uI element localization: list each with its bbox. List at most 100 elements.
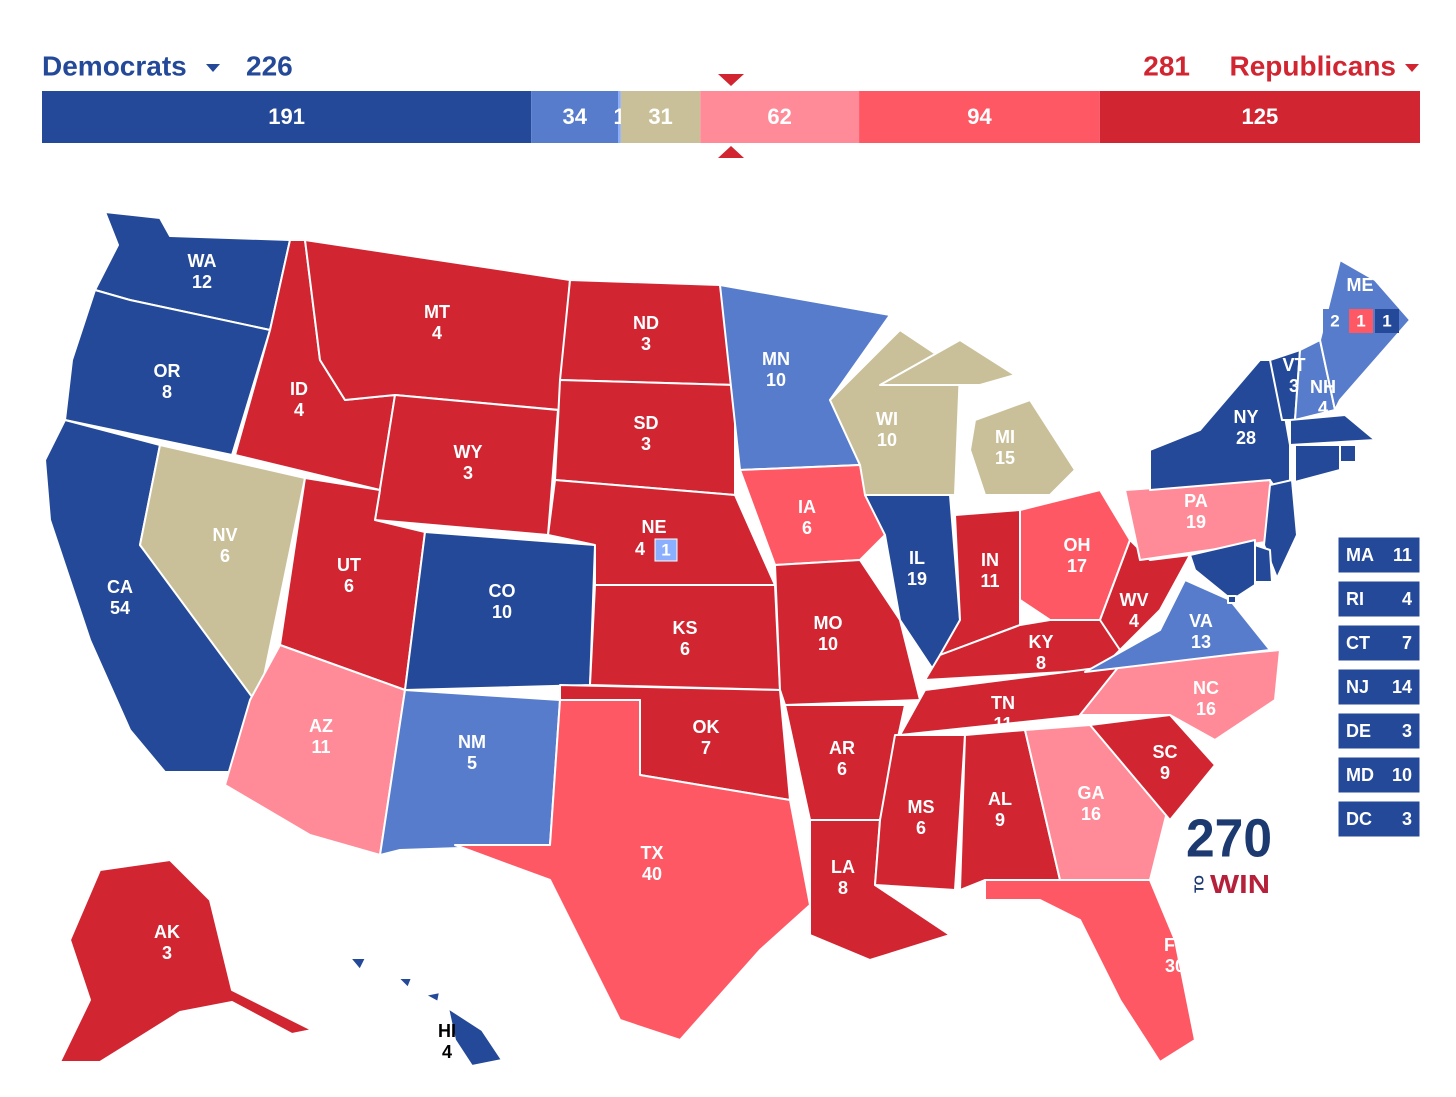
state-votes: 6 (344, 576, 354, 596)
bar-segment (531, 91, 619, 143)
state-votes: 19 (1186, 512, 1206, 532)
state-abbr: KY (1028, 632, 1053, 652)
state[interactable] (349, 957, 367, 971)
state-abbr: OH (1064, 535, 1091, 555)
bar-segment-label: 94 (967, 104, 992, 129)
small-state-box[interactable] (1337, 712, 1421, 750)
state-abbr: HI (438, 1021, 456, 1041)
small-state-abbr: MD (1346, 765, 1374, 785)
small-state-abbr: RI (1346, 589, 1364, 609)
state[interactable] (1189, 539, 1256, 601)
dropdown-caret[interactable] (1405, 64, 1419, 72)
state-votes: 8 (1036, 653, 1046, 673)
district-box (1323, 309, 1347, 333)
state[interactable] (447, 1007, 503, 1067)
district-votes: 1 (1356, 311, 1365, 330)
republicans-total: 281 (1143, 50, 1190, 81)
state-votes: 8 (162, 382, 172, 402)
state-abbr: AL (988, 789, 1012, 809)
democrats-total: 226 (246, 50, 293, 81)
district-box (654, 538, 678, 562)
small-state-box[interactable] (1337, 668, 1421, 706)
state[interactable] (969, 399, 1076, 496)
state-abbr: VT (1282, 355, 1305, 375)
state-abbr: WI (876, 409, 898, 429)
small-state-votes: 10 (1392, 765, 1412, 785)
state-votes: 9 (1160, 763, 1170, 783)
state-abbr: TN (991, 693, 1015, 713)
small-state-box[interactable] (1337, 580, 1421, 618)
state[interactable] (1084, 579, 1271, 673)
state-abbr: OK (693, 717, 720, 737)
state-votes: 4 (294, 400, 304, 420)
state-votes: 4 (1129, 611, 1139, 631)
state-votes: 3 (1289, 376, 1299, 396)
small-state-boxes: MA 11 RI 4 CT 7 NJ 14 DE 3 MD 10 DC 3 (1337, 536, 1421, 838)
state[interactable] (454, 699, 811, 1041)
state[interactable] (64, 289, 271, 456)
small-state-box[interactable] (1337, 756, 1421, 794)
democrats-label[interactable]: Democrats (42, 50, 187, 81)
state[interactable] (1339, 444, 1357, 463)
state[interactable] (1024, 724, 1171, 881)
state[interactable] (59, 859, 313, 1063)
state-abbr: FL (1164, 935, 1186, 955)
state-abbr: OR (154, 361, 181, 381)
state-abbr: MS (908, 797, 935, 817)
state-votes: 15 (995, 448, 1015, 468)
state[interactable] (1294, 444, 1341, 483)
small-state-votes: 7 (1402, 633, 1412, 653)
state-votes: 8 (838, 878, 848, 898)
majority-marker (718, 146, 744, 158)
republicans-label[interactable]: Republicans (1230, 50, 1396, 81)
logo-win: WIN (1210, 869, 1270, 899)
small-state-box[interactable] (1337, 536, 1421, 574)
state[interactable] (874, 734, 966, 891)
state-votes: 4 (432, 323, 442, 343)
bar-segment (618, 91, 621, 143)
small-state-box[interactable] (1337, 800, 1421, 838)
state-votes: 10 (766, 370, 786, 390)
state-abbr: MN (762, 349, 790, 369)
state-abbr: AZ (309, 716, 333, 736)
state-abbr: NH (1310, 377, 1336, 397)
state[interactable] (1263, 479, 1298, 579)
small-state-abbr: DC (1346, 809, 1372, 829)
small-state-votes: 3 (1402, 721, 1412, 741)
bar-segment-label: 34 (563, 104, 588, 129)
state-abbr: AR (829, 738, 855, 758)
state[interactable] (1319, 259, 1411, 411)
state[interactable] (1254, 544, 1273, 583)
majority-marker (718, 74, 744, 86)
small-state-abbr: NJ (1346, 677, 1369, 697)
small-state-box[interactable] (1337, 624, 1421, 662)
state[interactable] (739, 464, 886, 566)
bar-segment (700, 91, 860, 143)
state-abbr: UT (337, 555, 361, 575)
state[interactable] (1227, 595, 1237, 604)
state-votes: 6 (802, 518, 812, 538)
state-votes: 4 (1318, 398, 1328, 418)
state-abbr: MT (424, 302, 450, 322)
district-votes: 1 (1382, 311, 1391, 330)
state-votes: 16 (1081, 804, 1101, 824)
state-votes: 54 (110, 598, 130, 618)
bar-segment (1099, 91, 1420, 143)
state[interactable] (397, 977, 413, 989)
state-abbr: MI (995, 427, 1015, 447)
state-abbr: CA (107, 577, 133, 597)
state-abbr: NM (458, 732, 486, 752)
state-votes: 3 (463, 463, 473, 483)
state[interactable] (1289, 414, 1376, 446)
state-votes: 7 (701, 738, 711, 758)
state-votes: 10 (818, 634, 838, 654)
state[interactable] (424, 991, 441, 1003)
state-votes: 6 (220, 546, 230, 566)
state[interactable] (984, 879, 1196, 1063)
state[interactable] (1089, 714, 1216, 821)
state-abbr: MO (814, 613, 843, 633)
state-abbr: WY (454, 442, 483, 462)
state[interactable] (879, 339, 1016, 386)
state-abbr: SC (1152, 742, 1177, 762)
dropdown-caret[interactable] (206, 64, 220, 72)
